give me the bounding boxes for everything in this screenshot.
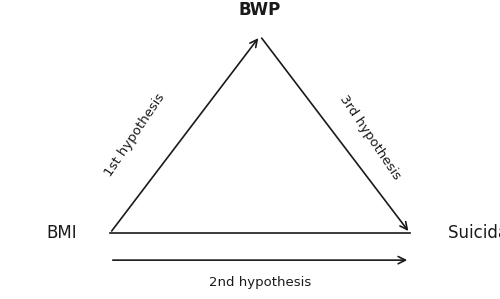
Text: 3rd hypothesis: 3rd hypothesis	[337, 93, 403, 182]
Text: 1st hypothesis: 1st hypothesis	[102, 91, 168, 179]
Text: 2nd hypothesis: 2nd hypothesis	[209, 276, 311, 289]
Text: Suicidal ideation: Suicidal ideation	[448, 224, 500, 242]
Text: BMI: BMI	[47, 224, 78, 242]
Text: BWP: BWP	[239, 1, 281, 19]
